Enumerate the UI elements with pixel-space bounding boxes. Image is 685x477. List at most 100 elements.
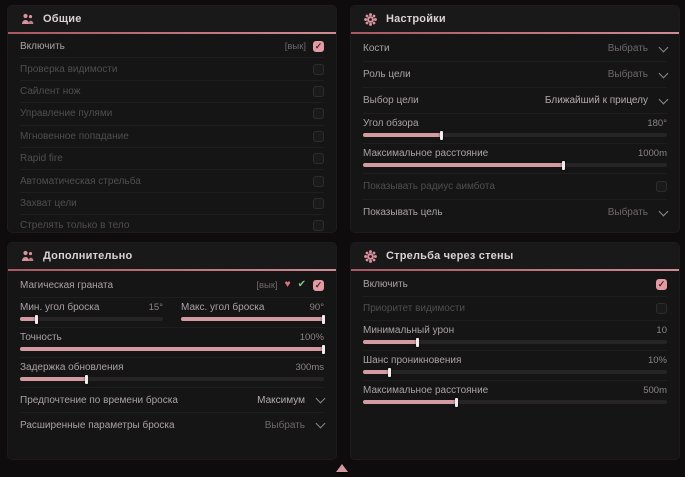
checkbox[interactable]: [313, 153, 324, 165]
slider-track[interactable]: [363, 337, 667, 347]
slider-fill: [363, 400, 458, 404]
checkbox-row: Автоматическая стрельба: [20, 170, 324, 193]
slider-track[interactable]: [363, 367, 667, 377]
row-label: Показывать радиус аимбота: [363, 181, 495, 192]
slider-thumb[interactable]: [322, 314, 325, 324]
chevron-down-icon: [658, 94, 669, 104]
checkbox[interactable]: ✓: [313, 41, 324, 53]
slider-label: Макс. угол броска: [181, 302, 265, 313]
slider-fill: [20, 377, 87, 381]
slider-header: Шанс проникновения 10%: [363, 355, 667, 366]
slider-thumb[interactable]: [561, 160, 565, 170]
select-control[interactable]: Выбрать: [608, 68, 669, 80]
select-row: Расширенные параметры броска Выбрать: [20, 413, 326, 437]
checkbox-row: Захват цели: [20, 193, 324, 216]
slider: Задержка обновления 300ms: [20, 358, 324, 388]
slider-thumb[interactable]: [322, 344, 325, 354]
heart-off-icon[interactable]: ♥: [284, 279, 291, 290]
panel-title: Дополнительно: [43, 250, 133, 262]
slider-track[interactable]: [363, 130, 667, 140]
checkbox[interactable]: [313, 63, 324, 75]
slider-pair-row: Мин. угол броска 15° Макс. угол броска 90°: [20, 298, 325, 328]
row-label: Мгновенное попадание: [20, 130, 129, 142]
checkbox-row: Стрелять только в тело: [20, 215, 324, 232]
slider-fill: [20, 347, 324, 351]
checkbox-row: Включить ✓: [363, 273, 667, 297]
slider-track[interactable]: [20, 344, 325, 354]
checkbox[interactable]: [656, 181, 667, 192]
slider-fill: [363, 370, 391, 374]
select-control[interactable]: Выбрать: [608, 42, 669, 54]
people-icon: [21, 250, 34, 262]
panel-header: Настройки: [351, 6, 679, 32]
slider-track[interactable]: [20, 374, 324, 384]
slider-label: Максимальное расстояние: [363, 148, 489, 159]
panel-title: Общие: [43, 13, 82, 25]
row-label: Захват цели: [20, 197, 77, 209]
panel-body: Включить [вык] ✓ Проверка видимости Сайлент …: [8, 34, 336, 232]
select-row: Выбор цели Ближайший к прицелу: [363, 88, 669, 114]
checkbox[interactable]: [313, 85, 324, 97]
checkbox-row: Сайлент нож: [20, 81, 324, 104]
checkbox[interactable]: [313, 130, 324, 142]
slider-thumb[interactable]: [35, 314, 39, 324]
checkbox-row: Rapid fire: [20, 148, 324, 171]
checkbox-row: Включить [вык] ✓: [20, 36, 324, 59]
people-icon: [21, 13, 34, 25]
slider-fill: [363, 133, 443, 137]
slider-thumb[interactable]: [455, 397, 459, 407]
row-label: Предпочтение по времени броска: [20, 394, 178, 406]
row-label: Стрелять только в тело: [20, 220, 130, 232]
slider-label: Угол обзора: [363, 118, 419, 129]
select-control[interactable]: Выбрать: [608, 206, 669, 218]
slider-thumb[interactable]: [440, 130, 444, 140]
slider: Угол обзора 180°: [363, 114, 667, 144]
checkbox[interactable]: ✓: [313, 279, 324, 291]
select-control[interactable]: Выбрать: [265, 418, 326, 431]
checkbox[interactable]: [313, 175, 324, 187]
checkbox-row: Мгновенное попадание: [20, 126, 324, 148]
row-label: Приоритет видимости: [363, 303, 466, 314]
select-control[interactable]: Максимум: [257, 393, 326, 406]
slider-header: Максимальное расстояние 1000m: [363, 148, 667, 159]
checkbox[interactable]: ✓: [656, 279, 667, 290]
slider: Шанс проникновения 10%: [363, 351, 667, 381]
slider-track[interactable]: [363, 160, 667, 170]
row-controls: [313, 175, 324, 187]
slider-label: Задержка обновления: [20, 362, 124, 373]
select-row: Предпочтение по времени броска Максимум: [20, 388, 326, 413]
slider-value: 1000m: [637, 148, 667, 159]
row-label: Расширенные параметры броска: [20, 419, 175, 431]
slider-label: Мин. угол броска: [20, 302, 100, 313]
checkbox-row: Управление пулями: [20, 103, 324, 126]
select-row: Показывать цель Выбрать: [363, 200, 669, 225]
panel-title: Настройки: [386, 13, 446, 25]
slider-header: Минимальный урон 10: [363, 325, 667, 336]
panel-walls: Стрельба через стены Включить ✓ Приоритет в…: [351, 243, 679, 459]
row-label: Включить: [363, 279, 408, 290]
row-label: Автоматическая стрельба: [20, 175, 141, 187]
slider-fill: [20, 317, 38, 321]
checkbox[interactable]: [313, 197, 324, 209]
select-control[interactable]: Ближайший к прицелу: [545, 94, 669, 106]
slider-value: 500m: [643, 385, 667, 396]
slider-label: Минимальный урон: [363, 325, 455, 336]
slider-fill: [363, 163, 564, 167]
slider-track[interactable]: [363, 397, 667, 407]
checkbox-row: Приоритет видимости: [363, 297, 667, 321]
panel-accent-line: [351, 269, 679, 271]
checkbox[interactable]: [313, 220, 324, 232]
slider: Точность 100%: [20, 328, 325, 358]
slider-thumb[interactable]: [415, 337, 419, 347]
row-controls: [вык] ✓: [285, 41, 324, 53]
slider-track[interactable]: [181, 314, 325, 324]
chevron-down-icon: [315, 418, 326, 429]
checkbox[interactable]: [656, 303, 667, 314]
slider-track[interactable]: [20, 314, 163, 324]
check-circle-icon[interactable]: ✔: [297, 279, 306, 290]
checkbox[interactable]: [313, 108, 324, 120]
slider-thumb[interactable]: [84, 374, 88, 384]
slider-thumb[interactable]: [388, 367, 392, 377]
slider: Максимальное расстояние 500m: [363, 381, 667, 410]
